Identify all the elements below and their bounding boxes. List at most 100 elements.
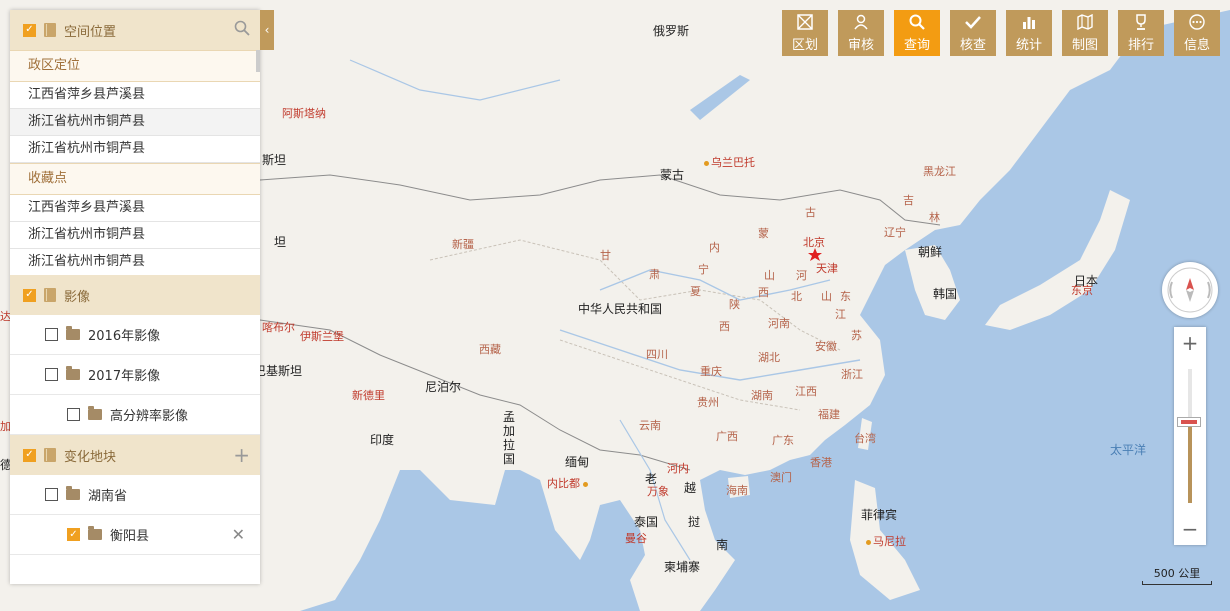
map-label-liaoning: 辽宁 [884,226,906,239]
tree-checkbox[interactable] [67,408,80,421]
map-label-jilin-2: 林 [929,211,940,224]
map-label-gansu-2: 肃 [649,268,660,281]
section-change-header[interactable]: ✓ 变化地块 + [10,435,260,475]
map-label-vietnam-3: 南 [716,538,729,552]
map-label-pacific: 太平洋 [1110,443,1147,457]
map-label-laos: 老 [645,472,658,486]
layer-panel: ✓ 空间位置 政区定位 江西省萍乡县芦溪县 浙江省杭州市铜芦县 浙江省杭州市铜芦… [10,10,260,584]
toolbar-button-division[interactable]: 区划 [782,10,828,56]
toolbar-label: 制图 [1071,38,1098,53]
layer-book-icon [44,288,56,302]
section-change-title: 变化地块 [64,449,117,465]
map-label-mongolia: 蒙古 [660,168,685,182]
zoom-out-button[interactable]: − [1181,517,1199,541]
map-label-newdelhi: 新德里 [352,389,385,402]
toolbar-label: 统计 [1015,38,1042,53]
river-yangtze [559,329,861,381]
collapse-panel-button[interactable]: ‹ [260,10,274,50]
tree-item-high-res[interactable]: 高分辨率影像 [10,395,260,435]
map-label-jiangsu-1: 江 [835,308,846,321]
province-border [559,339,801,411]
toolbar-button-query[interactable]: 查询 [894,10,940,56]
favorite-item[interactable]: 江西省萍乡县芦溪县 [10,195,260,222]
map-label-zhejiang: 浙江 [841,368,863,381]
close-icon[interactable]: ✕ [231,525,245,544]
spatial-checkbox[interactable]: ✓ [23,23,36,37]
toolbar-label: 审核 [847,38,874,53]
map-label-shanxi-2: 西 [758,286,769,299]
map-label-ningxia-1: 宁 [698,263,709,276]
toolbar-button-review[interactable]: 审核 [838,10,884,56]
map-label-xinjiang: 新疆 [452,238,474,251]
change-checkbox[interactable]: ✓ [23,448,36,462]
map-label-kazakh-part: 斯坦 [262,153,287,167]
tree-label: 衡阳县 [110,529,150,544]
map-label-chongqing: 重庆 [700,365,722,378]
toolbar-label: 信息 [1183,38,1210,53]
check-icon [950,14,996,34]
map-label-islamabad: 伊斯兰堡 [300,330,344,343]
favorite-item[interactable]: 浙江省杭州市铜芦县 [28,254,146,269]
map-label-heilongjiang: 黑龙江 [923,165,956,178]
map-label-neimeng-2: 蒙 [758,227,769,240]
imagery-checkbox[interactable]: ✓ [23,288,36,302]
river-mekong [619,419,691,561]
map-label-macao: 澳门 [770,471,792,484]
map-label-anhui: 安徽 [815,340,837,353]
section-spatial-header[interactable]: ✓ 空间位置 [10,10,260,50]
map-label-hebei-1: 河 [796,269,807,282]
zoom-in-button[interactable]: + [1181,331,1199,355]
admin-location-item[interactable]: 浙江省杭州市铜芦县 [10,136,260,163]
add-icon[interactable]: + [233,443,250,467]
map-label-tianjin: 天津 [816,262,838,275]
trophy-icon [1118,14,1164,34]
tree-checkbox[interactable] [45,328,58,341]
map-icon [1062,13,1108,34]
compass-control[interactable] [1162,262,1218,318]
tree-checkbox[interactable] [45,488,58,501]
korea-peninsula [905,245,960,320]
river-north [349,59,561,101]
folder-icon [66,486,80,500]
map-label-vietnam-2: 挝 [688,515,701,529]
zoom-slider[interactable] [1174,359,1206,513]
tree-checkbox[interactable] [45,368,58,381]
lake-baikal [690,75,750,120]
map-label-fujian: 福建 [818,408,840,421]
toolbar-label: 查询 [903,38,930,53]
map-label-pak-part: 巴基斯坦 [254,364,303,378]
tree-item-imagery-2016[interactable]: 2016年影像 [10,315,260,355]
toolbar-button-stats[interactable]: 统计 [1006,10,1052,56]
map-label-myanmar: 缅甸 [565,455,590,469]
toolbar-button-ranking[interactable]: 排行 [1118,10,1164,56]
toolbar-button-info[interactable]: 信息 [1174,10,1220,56]
admin-location-item[interactable]: 浙江省杭州市铜芦县 [10,109,260,136]
province-border [429,239,841,351]
favorite-item[interactable]: 浙江省杭州市铜芦县 [10,222,260,249]
country-border [259,319,691,471]
map-label-sichuan: 四川 [646,348,668,361]
toolbar-button-verify[interactable]: 核查 [950,10,996,56]
city-dot-icon [866,539,871,545]
admin-location-item[interactable]: 江西省萍乡县芦溪县 [10,82,260,109]
map-label-india: 印度 [370,433,395,447]
map-label-ningxia-2: 夏 [690,285,701,298]
tree-item-hunan[interactable]: 湖南省 [10,475,260,515]
map-label-hanoi: 河内 [667,462,689,475]
zoom-handle[interactable] [1177,417,1201,427]
map-label-manila: 马尼拉 [873,535,906,548]
map-label-guizhou: 贵州 [697,396,719,409]
tree-checkbox[interactable]: ✓ [67,528,80,541]
toolbar-button-mapping[interactable]: 制图 [1062,10,1108,56]
map-label-shandong-2: 东 [840,290,851,303]
tree-item-hengyang[interactable]: ✓ 衡阳县 ✕ [10,515,260,555]
search-icon[interactable] [234,20,250,40]
city-dot-icon [583,481,588,487]
section-spatial-title: 空间位置 [64,24,117,40]
tree-item-imagery-2017[interactable]: 2017年影像 [10,355,260,395]
toolbar-label: 核查 [959,38,986,53]
folder-icon [66,366,80,380]
section-imagery-header[interactable]: ✓ 影像 [10,275,260,315]
hainan-island [728,476,750,498]
map-label-edge-1: 达 [0,310,11,323]
